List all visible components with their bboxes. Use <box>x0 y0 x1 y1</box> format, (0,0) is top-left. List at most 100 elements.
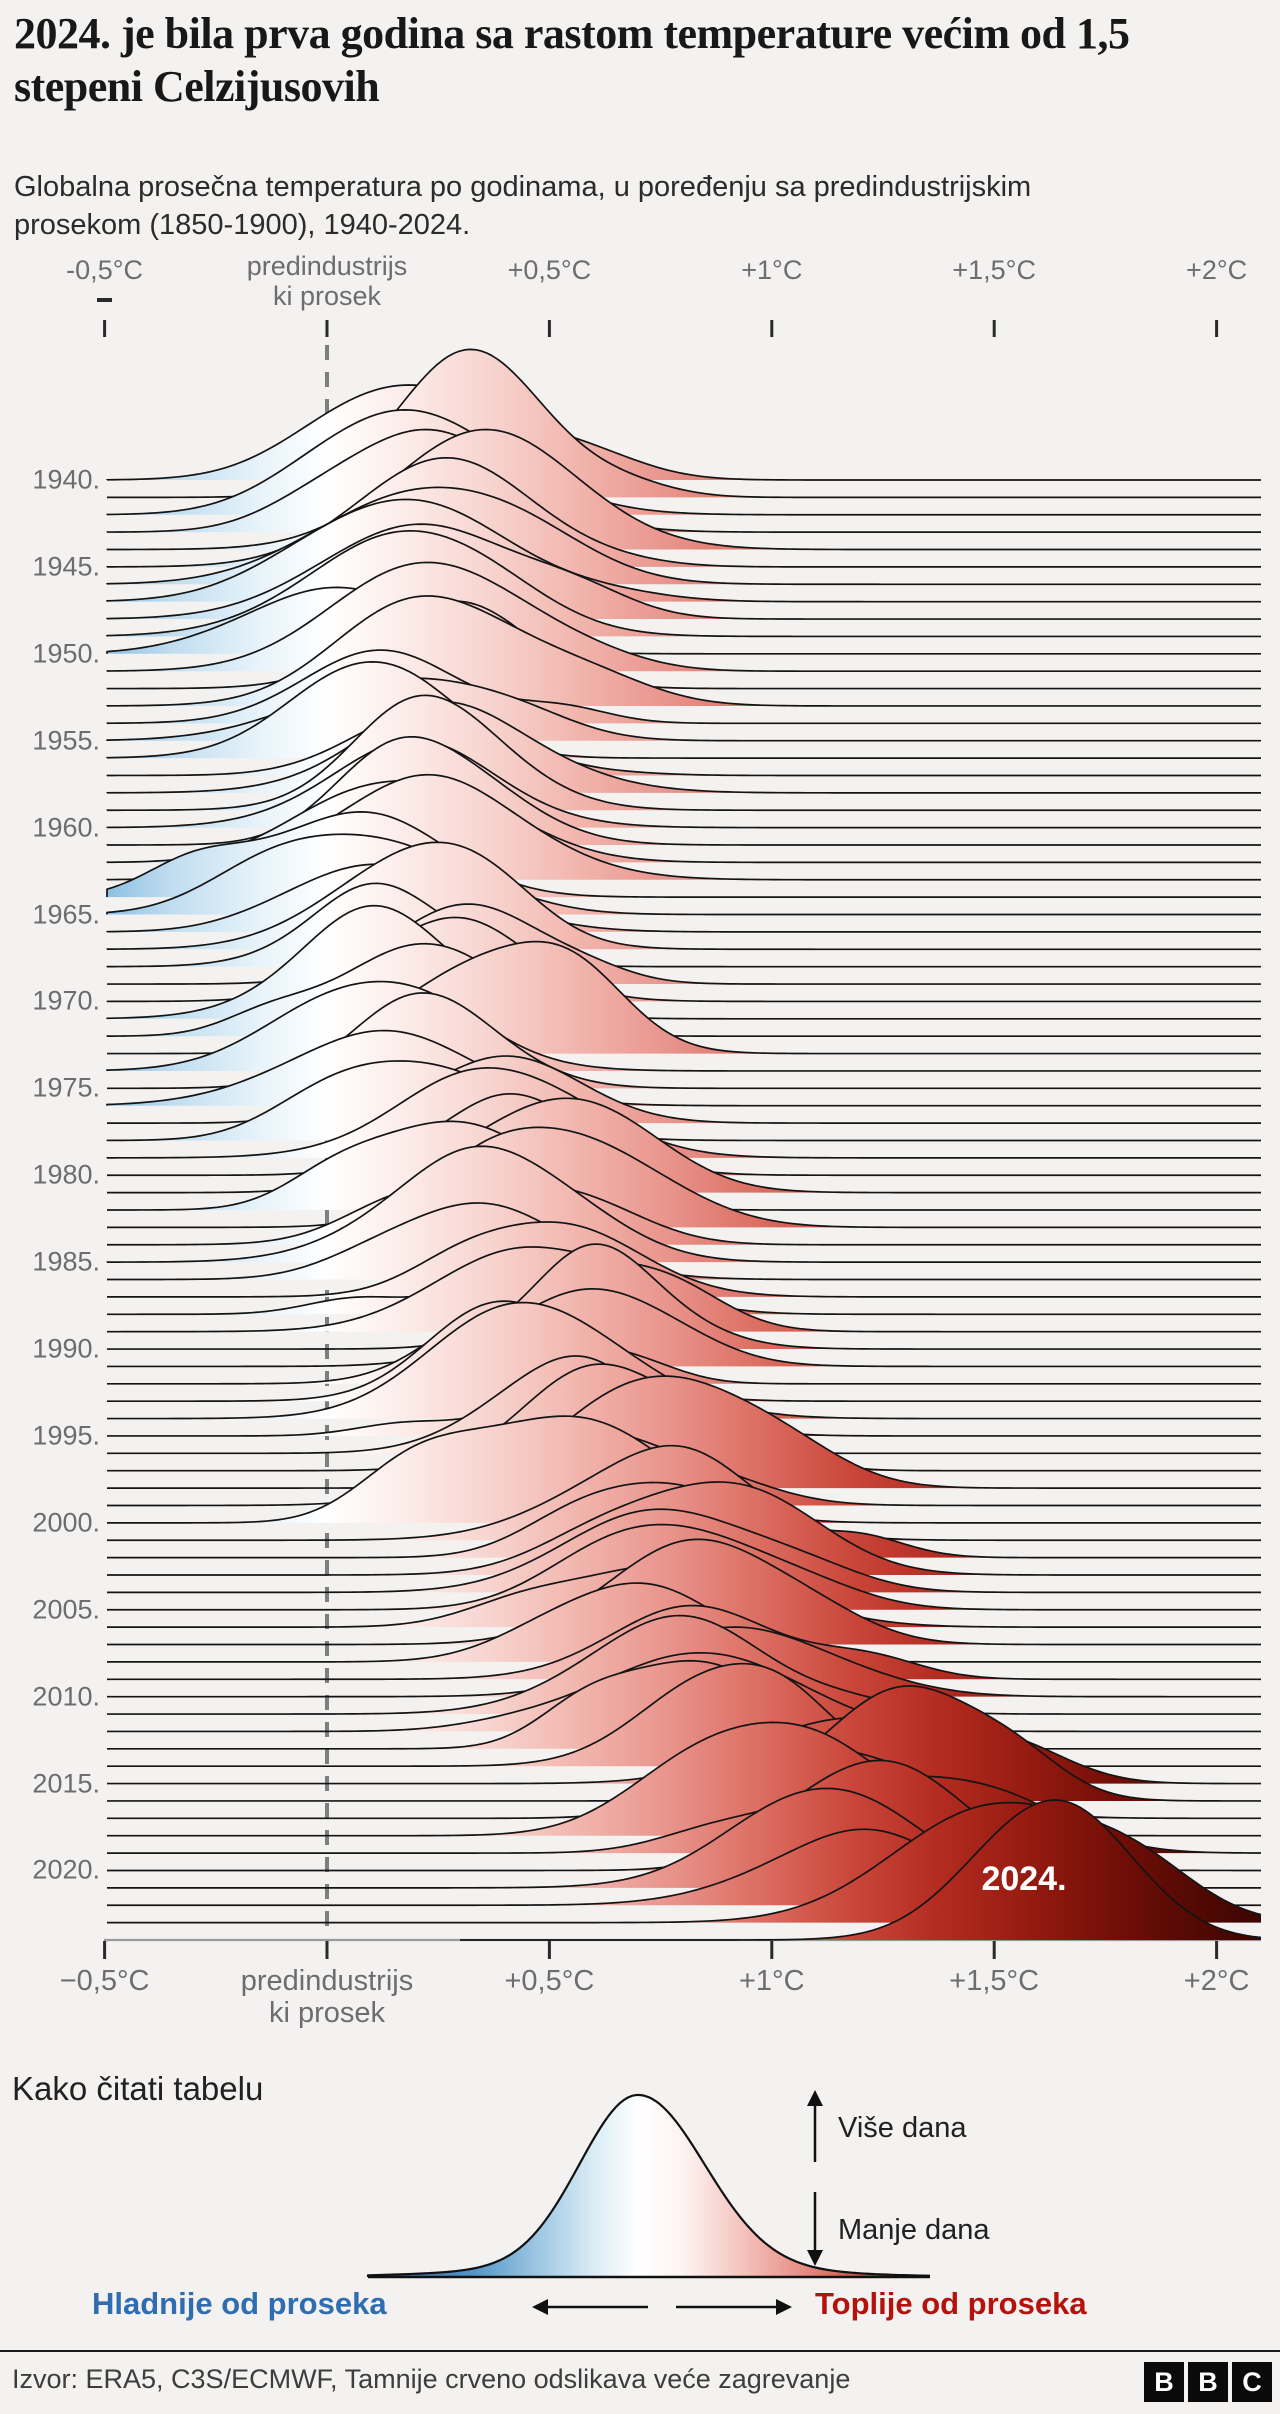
ridge-line-1965 <box>106 833 1261 916</box>
year-label-1960: 1960. <box>32 812 100 843</box>
source-attribution: Izvor: ERA5, C3S/ECMWF, Tamnije crveno o… <box>12 2364 851 2394</box>
ridge-line-2004 <box>107 1508 1261 1594</box>
ridge-line-1943 <box>106 428 1261 533</box>
bbc-logo: B B C <box>1144 2362 1272 2402</box>
ridge-fill-1994 <box>107 1302 1261 1419</box>
footer-divider <box>0 2350 1280 2352</box>
ridge-line-1962 <box>106 779 1261 864</box>
ridge-line-1954 <box>106 649 1261 725</box>
ridge-line-1960 <box>106 739 1261 829</box>
ridge-line-1971 <box>106 904 1261 1020</box>
year-label-1950: 1950. <box>32 638 100 669</box>
ridge-line-2007 <box>107 1538 1261 1646</box>
ridge-fill-2018 <box>107 1722 1261 1836</box>
bbc-logo-letter: B <box>1144 2362 1184 2402</box>
bottom-axis-label-5: +2°C <box>1183 1965 1250 1997</box>
bbc-logo-letter: C <box>1232 2362 1272 2402</box>
bottom-axis-label-4: +1,5°C <box>949 1965 1040 1997</box>
ridge-fill-2014 <box>107 1663 1261 1767</box>
ridge-line-1942 <box>106 409 1261 516</box>
bottom-axis-label-2: +0,5°C <box>504 1965 595 1997</box>
ridge-line-1966 <box>106 863 1261 933</box>
down-arrow-icon <box>807 2250 823 2266</box>
year-label-2005: 2005. <box>32 1594 100 1625</box>
annotation-2024: 2024. <box>981 1860 1067 1898</box>
up-arrow-icon <box>807 2090 823 2106</box>
ridge-line-1998 <box>107 1375 1261 1489</box>
ridge-fill-1987 <box>107 1221 1261 1297</box>
bbc-logo-letter: B <box>1188 2362 1228 2402</box>
ridge-line-2013 <box>107 1659 1261 1750</box>
year-label-2015: 2015. <box>32 1768 100 1799</box>
ridge-fill-1992 <box>107 1311 1261 1384</box>
ridge-line-1986 <box>107 1202 1261 1281</box>
legend-colder-label: Hladnije od proseka <box>92 2286 387 2321</box>
year-label-1955: 1955. <box>32 725 100 756</box>
year-label-1965: 1965. <box>32 899 100 930</box>
ridge-line-1967 <box>106 841 1261 951</box>
ridge-line-1968 <box>106 882 1261 968</box>
ridge-line-2011 <box>107 1614 1261 1715</box>
right-arrow-icon <box>776 2299 792 2315</box>
ridge-line-1957 <box>106 709 1261 777</box>
ridge-line-1972 <box>106 942 1261 1038</box>
year-label-1975: 1975. <box>32 1072 100 1103</box>
ridge-line-1979 <box>106 1067 1261 1159</box>
legend-heading: Kako čitati tabelu <box>12 2070 264 2107</box>
ridge-line-1976 <box>106 1029 1261 1107</box>
ridge-line-1990 <box>107 1243 1261 1350</box>
ridge-line-1946 <box>106 486 1261 586</box>
page-subtitle: Globalna prosečna temperatura po godinam… <box>14 171 1032 242</box>
top-axis-ticks <box>97 298 1219 337</box>
ridge-line-1989 <box>107 1246 1261 1333</box>
top-axis-label-4: +1,5°C <box>952 255 1036 285</box>
ridge-line-2008 <box>107 1582 1261 1663</box>
ridge-fill-1989 <box>107 1246 1261 1332</box>
ridge-fill-1998 <box>107 1376 1261 1489</box>
ridge-line-2012 <box>107 1651 1261 1733</box>
legend-warmer-label: Toplije od proseka <box>815 2286 1087 2321</box>
ridge-fill-1986 <box>107 1203 1261 1280</box>
ridge-line-2001 <box>107 1444 1261 1542</box>
ridge-line-2003 <box>107 1481 1261 1576</box>
top-axis-label-2: +0,5°C <box>507 255 592 285</box>
bottom-axis-label-0: −0,5°C <box>59 1965 150 1997</box>
ridge-fill-2007 <box>107 1539 1261 1645</box>
year-label-1945: 1945. <box>32 551 100 582</box>
ridge-fill-1988 <box>107 1251 1261 1315</box>
top-axis-label-3: +1°C <box>741 255 803 285</box>
ridge-fill-2016 <box>107 1685 1261 1801</box>
year-label-1995: 1995. <box>32 1420 100 1451</box>
ridge-line-2024 <box>460 1799 1262 1941</box>
ridge-line-1949 <box>106 530 1261 638</box>
year-label-2000: 2000. <box>32 1507 100 1538</box>
legend-more-days-label: Više dana <box>838 2112 967 2144</box>
year-label-1990: 1990. <box>32 1333 100 1364</box>
bottom-axis-label-1: predindustrijs ki prosek <box>240 1965 414 2029</box>
how-to-read-legend-graphic <box>366 2090 931 2315</box>
legend-fewer-days-label: Manje dana <box>838 2214 990 2246</box>
ridge-line-1974 <box>106 980 1261 1072</box>
legend-bell-fill <box>368 2095 930 2277</box>
ridge-line-1991 <box>107 1288 1261 1368</box>
ridge-fill-1983 <box>107 1127 1261 1228</box>
bottom-axis-label-3: +1°C <box>738 1965 805 1997</box>
ridge-fill-1982 <box>107 1121 1261 1210</box>
year-label-2010: 2010. <box>32 1681 100 1712</box>
ridge-fill-1956 <box>107 661 1261 759</box>
year-label-1970: 1970. <box>32 985 100 1016</box>
ridge-line-1987 <box>107 1221 1261 1298</box>
legend-bell-outline <box>366 2093 931 2277</box>
ridge-line-1947 <box>106 498 1261 603</box>
top-axis-label-5: +2°C <box>1186 255 1248 285</box>
ridge-line-1951 <box>106 561 1261 673</box>
ridge-line-1964 <box>106 811 1261 898</box>
ridge-fill-1991 <box>107 1288 1261 1367</box>
ridge-line-1992 <box>107 1310 1261 1385</box>
ridge-line-2005 <box>107 1523 1261 1611</box>
year-distribution-curves <box>106 348 1262 1941</box>
year-label-2020: 2020. <box>32 1854 100 1885</box>
ridge-line-1956 <box>106 661 1261 759</box>
